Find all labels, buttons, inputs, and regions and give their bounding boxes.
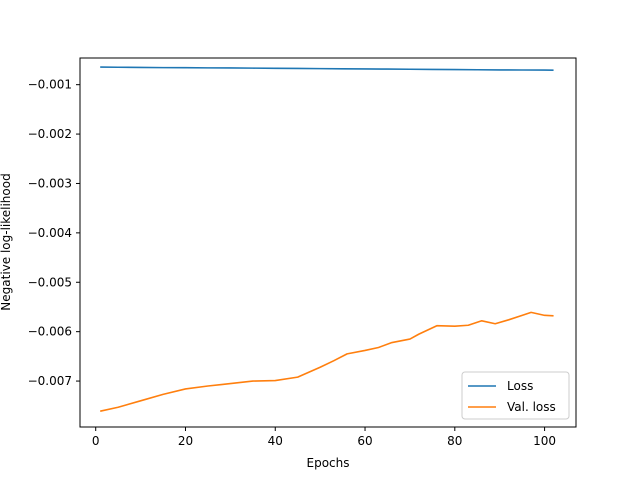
y-tick-label: −0.006 bbox=[28, 325, 72, 339]
legend-label: Val. loss bbox=[507, 400, 556, 414]
y-tick-label: −0.003 bbox=[28, 176, 72, 190]
y-tick-label: −0.005 bbox=[28, 275, 72, 289]
y-tick-label: −0.007 bbox=[28, 374, 72, 388]
x-axis: 0 20 40 60 80 100 bbox=[92, 427, 556, 448]
series-line-val-loss bbox=[100, 311, 554, 412]
y-axis: −0.001 −0.002 −0.003 −0.004 −0.005 −0.006 −0.0… bbox=[28, 78, 80, 388]
legend: Loss Val. loss bbox=[461, 371, 570, 420]
y-tick-label: −0.004 bbox=[28, 226, 72, 240]
x-tick-label: 0 bbox=[92, 434, 100, 448]
x-tick-label: 20 bbox=[178, 434, 193, 448]
y-tick-label: −0.001 bbox=[28, 78, 72, 92]
x-tick-label: 80 bbox=[447, 434, 462, 448]
x-tick-label: 40 bbox=[268, 434, 283, 448]
y-tick-label: −0.002 bbox=[28, 127, 72, 141]
series-line-loss bbox=[100, 66, 554, 71]
y-axis-label: Negative log-likelihood bbox=[0, 173, 13, 310]
plot-lines bbox=[100, 66, 554, 412]
plot-frame bbox=[79, 57, 577, 428]
x-tick-label: 60 bbox=[357, 434, 372, 448]
legend-label: Loss bbox=[507, 379, 533, 393]
x-axis-label: Epochs bbox=[307, 456, 350, 470]
x-tick-label: 100 bbox=[533, 434, 556, 448]
